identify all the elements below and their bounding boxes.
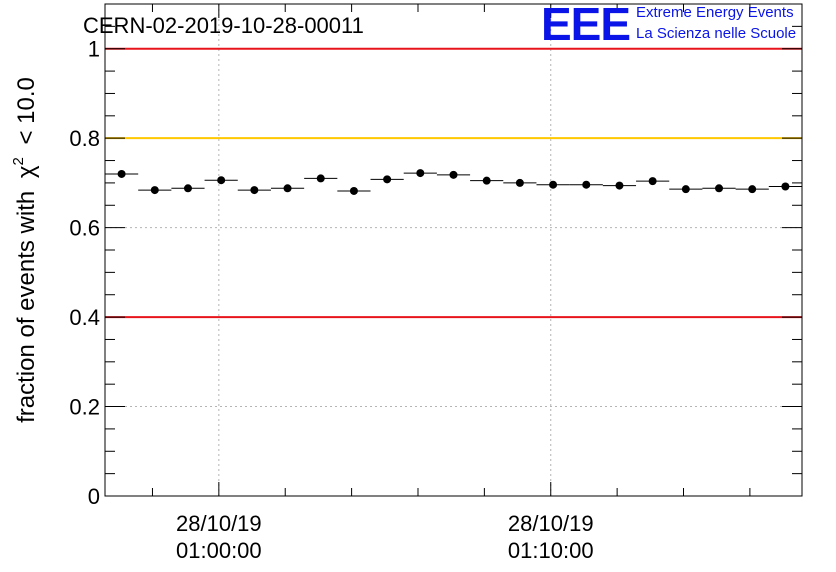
data-point bbox=[183, 184, 192, 193]
data-point bbox=[748, 185, 757, 194]
data-point bbox=[217, 176, 226, 185]
data-point bbox=[648, 177, 657, 186]
data-point bbox=[781, 182, 790, 191]
y-tick-label: 0.6 bbox=[69, 216, 100, 241]
data-point bbox=[582, 180, 591, 189]
eee-logo-line2: La Scienza nelle Scuole bbox=[636, 25, 796, 42]
data-point bbox=[482, 176, 491, 185]
data-point bbox=[715, 184, 724, 193]
data-point bbox=[515, 178, 524, 187]
y-axis-label: fraction of events with χ2 < 10.0 bbox=[2, 77, 40, 423]
grid bbox=[105, 4, 802, 496]
y-tick-label: 0.2 bbox=[69, 395, 100, 420]
y-tick-label: 0 bbox=[88, 484, 100, 509]
reference-lines bbox=[105, 47, 802, 319]
x-tick-label-time: 01:00:00 bbox=[176, 538, 262, 563]
data-point bbox=[117, 169, 126, 178]
y-axis-label-threshold: < 10.0 bbox=[13, 77, 40, 144]
y-axis-label-text: fraction of events with bbox=[13, 191, 40, 423]
data-point bbox=[349, 186, 358, 195]
y-tick-label: 0.4 bbox=[69, 305, 100, 330]
x-tick-label-date: 28/10/19 bbox=[176, 511, 262, 536]
y-axis-label-exponent: 2 bbox=[10, 157, 27, 165]
data-point bbox=[449, 170, 458, 179]
data-point bbox=[150, 186, 159, 195]
data-point bbox=[416, 169, 425, 178]
data-point bbox=[615, 181, 624, 190]
tick-labels: 00.20.40.60.8128/10/1901:00:0028/10/1901… bbox=[69, 37, 593, 563]
y-axis-label-chi: χ bbox=[13, 165, 40, 178]
axis-ticks bbox=[105, 3, 802, 497]
data-point bbox=[250, 186, 259, 195]
x-tick-label-date: 28/10/19 bbox=[508, 511, 594, 536]
x-tick-label-time: 01:10:00 bbox=[508, 538, 594, 563]
y-tick-label: 1 bbox=[88, 37, 100, 62]
data-point bbox=[316, 174, 325, 183]
data-point bbox=[549, 180, 558, 189]
eee-logo-line1: Extreme Energy Events bbox=[636, 4, 794, 21]
data-series bbox=[105, 169, 802, 195]
chart-title: CERN-02-2019-10-28-00011 bbox=[83, 13, 364, 38]
data-point bbox=[383, 175, 392, 184]
eee-logo: EEE Extreme Energy Events La Scienza nel… bbox=[541, 0, 796, 50]
eee-logo-mark: EEE bbox=[541, 0, 630, 50]
data-point bbox=[681, 185, 690, 194]
data-point bbox=[283, 184, 292, 193]
y-tick-label: 0.8 bbox=[69, 126, 100, 151]
plot-frame bbox=[104, 3, 803, 497]
